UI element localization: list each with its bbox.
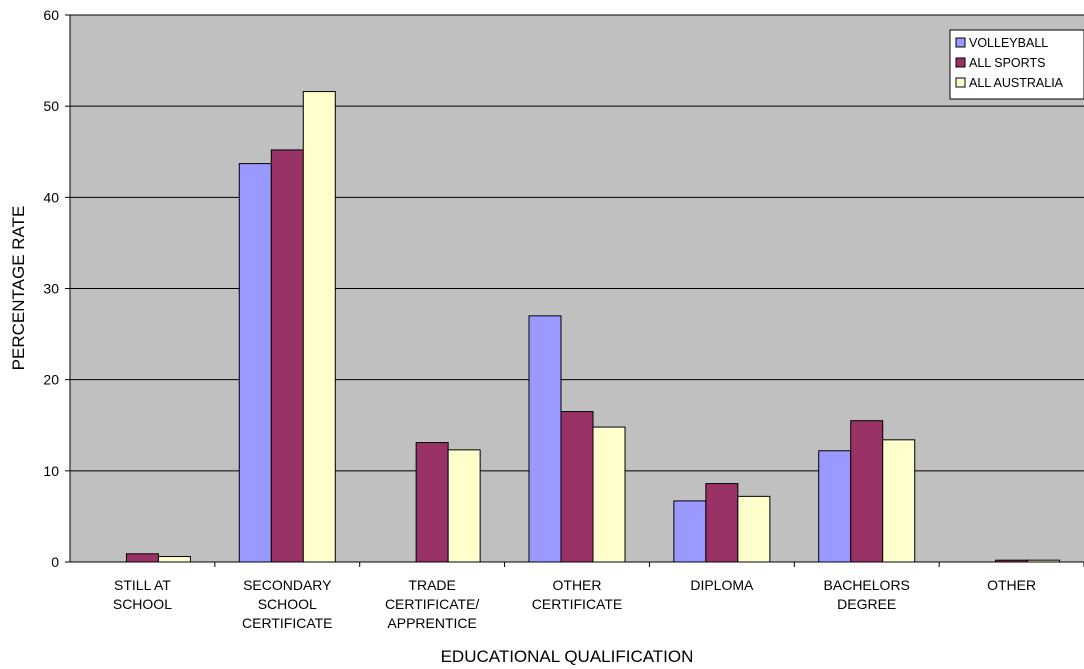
bar-volleyball xyxy=(238,163,272,563)
bars xyxy=(125,91,1061,563)
x-tick-label: CERTIFICATE xyxy=(532,596,623,612)
y-tick-label: 0 xyxy=(51,554,59,570)
bar-all-sports xyxy=(850,420,884,563)
y-tick-label: 40 xyxy=(43,189,59,205)
y-axis-title: PERCENTAGE RATE xyxy=(9,206,28,371)
bar-volleyball xyxy=(818,450,852,563)
bar-all-sports xyxy=(125,553,159,563)
x-tick-label: TRADE xyxy=(408,577,455,593)
legend: VOLLEYBALL ALL SPORTS ALL AUSTRALIA xyxy=(949,29,1084,100)
bar-volleyball xyxy=(673,500,707,563)
legend-label: ALL SPORTS xyxy=(969,56,1045,70)
bar-all-australia xyxy=(737,495,771,563)
bar-all-sports xyxy=(415,442,449,563)
x-tick-label: SCHOOL xyxy=(113,596,172,612)
bar-all-australia xyxy=(592,426,626,563)
x-tick-label: DIPLOMA xyxy=(690,577,754,593)
y-tick-label: 20 xyxy=(43,372,59,388)
y-tick-label: 60 xyxy=(43,7,59,23)
bar-all-australia xyxy=(882,439,916,563)
x-tick-label: OTHER xyxy=(987,577,1036,593)
legend-label: ALL AUSTRALIA xyxy=(969,76,1064,90)
x-tick-label: DEGREE xyxy=(837,596,896,612)
legend-box xyxy=(949,29,1084,100)
x-tick-label: CERTIFICATE xyxy=(242,615,333,631)
x-tick-label: SECONDARY xyxy=(243,577,332,593)
bar-all-australia xyxy=(157,556,191,563)
x-tick-label: OTHER xyxy=(553,577,602,593)
y-tick-label: 50 xyxy=(43,98,59,114)
y-tick-label: 30 xyxy=(43,281,59,297)
x-tick-label: STILL AT xyxy=(114,577,171,593)
bar-all-sports xyxy=(270,149,304,563)
x-tick-label: APPRENTICE xyxy=(387,615,476,631)
bar-volleyball xyxy=(528,315,562,563)
legend-label: VOLLEYBALL xyxy=(969,36,1048,50)
x-axis-tick-labels: STILL AT SCHOOL SECONDARY SCHOOL CERTIFICATE… xyxy=(113,562,1084,631)
x-axis-title: EDUCATIONAL QUALIFICATION xyxy=(441,647,694,666)
x-tick-label: SCHOOL xyxy=(258,596,317,612)
legend-swatch xyxy=(955,37,966,48)
x-tick-label: BACHELORS xyxy=(824,577,910,593)
bar-all-australia xyxy=(447,449,481,563)
legend-swatch xyxy=(955,77,966,88)
y-tick-label: 10 xyxy=(43,463,59,479)
y-axis-ticks: 0 10 20 30 40 50 60 xyxy=(43,7,70,570)
bar-all-sports xyxy=(705,483,739,563)
legend-swatch xyxy=(955,57,966,68)
bar-all-australia xyxy=(302,91,336,563)
x-tick-label: CERTIFICATE/ xyxy=(385,596,479,612)
bar-all-sports xyxy=(560,411,594,563)
